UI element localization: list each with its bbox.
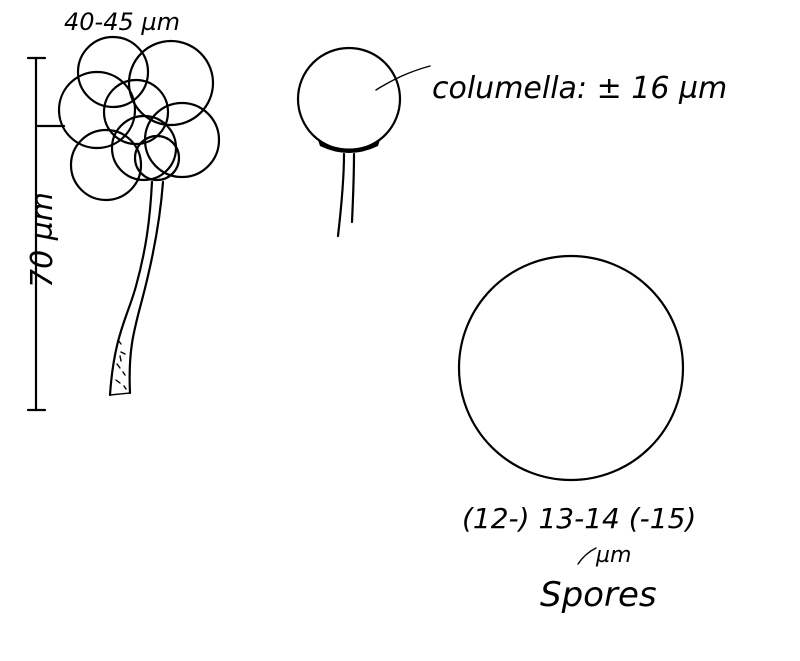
- stalk-height-label: 70 µm: [25, 192, 60, 288]
- sporangium-lobe: [110, 114, 178, 182]
- spore-unit-stroke: [577, 547, 597, 565]
- sporangium-lobe: [127, 39, 215, 127]
- spore-circle: [457, 254, 685, 482]
- height-scale-bar: [26, 56, 66, 412]
- columella-figure: [296, 46, 431, 238]
- spore-unit-label: µm: [595, 543, 631, 568]
- columella-circle: [296, 46, 402, 152]
- sporangium-lobe: [102, 78, 170, 146]
- sporangium-lobe: [143, 101, 221, 179]
- spores-title: Spores: [540, 575, 657, 615]
- sporangium-lobe: [57, 70, 137, 150]
- columella-collar: [318, 140, 380, 153]
- sporangium-lobe: [69, 128, 143, 202]
- stalk-left-edge: [108, 180, 154, 397]
- columella-label: columella: ± 16 µm: [432, 71, 727, 106]
- spore-figure: [457, 254, 685, 482]
- sporangium-lobe: [76, 35, 150, 109]
- stalk-base: [109, 392, 131, 396]
- spore-size-label: (12-) 13-14 (-15): [462, 502, 696, 535]
- sporangium-width-label: 40-45 µm: [64, 8, 180, 36]
- columella-stalk-left: [336, 152, 346, 238]
- stalk-right-edge: [128, 180, 165, 395]
- sporangium-figure: [57, 35, 221, 397]
- sporangium-lobe: [133, 134, 181, 182]
- columella-stalk-right: [350, 152, 356, 224]
- columella-pointer: [375, 65, 431, 91]
- stalk-texture: [115, 339, 127, 390]
